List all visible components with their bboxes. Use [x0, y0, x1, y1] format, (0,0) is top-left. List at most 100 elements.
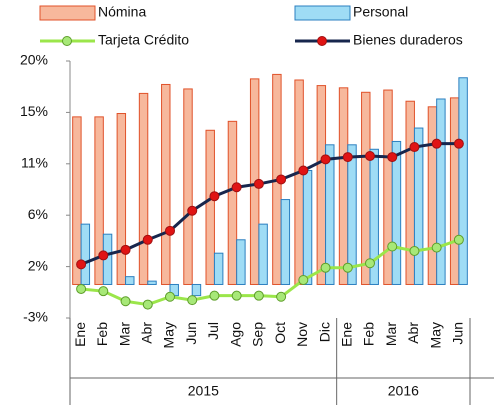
bar: [227, 120, 238, 285]
marker: [365, 258, 375, 269]
bar: [316, 85, 327, 285]
x-tick-label: Feb: [94, 322, 110, 346]
bar: [405, 100, 415, 285]
marker: [409, 142, 420, 153]
y-tick-label: -3%: [23, 309, 48, 325]
y-tick-label: 6%: [28, 206, 48, 222]
x-tick-label: Dic: [316, 322, 332, 342]
x-tick-label: Mar: [383, 322, 399, 346]
bar: [338, 87, 349, 285]
bar: [427, 106, 438, 285]
marker: [253, 290, 264, 301]
group-label: 2016: [388, 383, 419, 399]
x-tick-label: Nov: [294, 322, 310, 347]
y-tick-label: 20%: [20, 52, 48, 68]
marker: [187, 295, 198, 306]
bar: [391, 140, 402, 285]
legend-swatch: [294, 5, 351, 21]
y-tick-label: 11%: [21, 155, 48, 171]
marker: [98, 286, 109, 297]
y-tick-label: 15%: [20, 103, 48, 119]
y-tick-label: 2%: [28, 257, 48, 273]
x-tick-label: Abr: [138, 322, 154, 344]
marker: [298, 275, 309, 286]
bar: [236, 239, 246, 285]
marker: [187, 205, 198, 216]
x-tick-label: Feb: [361, 322, 377, 346]
line: [80, 238, 460, 307]
legend-marker: [62, 36, 72, 46]
x-tick-label: Mar: [116, 322, 132, 346]
marker: [298, 165, 309, 176]
marker: [165, 225, 175, 236]
legend-label: Tarjeta Crédito: [98, 32, 189, 48]
bar: [436, 98, 446, 285]
marker: [209, 290, 220, 301]
x-tick-label: May: [427, 322, 443, 348]
marker: [431, 138, 442, 149]
bar: [183, 88, 193, 285]
x-tick-label: Abr: [405, 322, 421, 344]
legend-label: Personal: [353, 4, 408, 20]
legend-label: Bienes duraderos: [353, 32, 463, 48]
x-tick-label: Jul: [205, 322, 221, 340]
legend-marker: [317, 36, 327, 46]
bar: [258, 223, 268, 285]
bar: [125, 276, 135, 285]
marker: [231, 182, 242, 193]
marker: [320, 154, 331, 165]
marker: [253, 178, 264, 189]
line: [80, 142, 459, 266]
bar: [325, 144, 335, 285]
bar: [191, 283, 202, 297]
x-tick-label: Jun: [183, 322, 199, 345]
marker: [431, 242, 442, 253]
marker: [98, 250, 109, 261]
legend-swatch: [39, 5, 96, 21]
marker: [453, 234, 464, 245]
x-tick-label: Ene: [338, 322, 354, 347]
bar: [383, 89, 393, 285]
bar: [413, 127, 424, 285]
marker: [453, 138, 464, 149]
marker: [142, 234, 153, 245]
bar: [347, 144, 357, 285]
bar: [147, 280, 157, 285]
marker: [76, 259, 87, 270]
bar: [302, 170, 313, 285]
marker: [409, 245, 420, 256]
bar: [458, 77, 468, 285]
marker: [342, 262, 353, 273]
bar: [94, 116, 104, 285]
legend-label: Nómina: [98, 4, 146, 20]
bar: [213, 252, 224, 285]
marker: [120, 296, 131, 307]
marker: [165, 291, 175, 302]
marker: [142, 299, 153, 310]
marker: [120, 244, 131, 255]
marker: [209, 191, 220, 202]
x-tick-label: Ene: [72, 322, 88, 347]
bar: [161, 83, 171, 285]
bar: [369, 148, 379, 285]
bar: [116, 113, 127, 285]
marker: [231, 290, 242, 301]
marker: [320, 262, 331, 273]
x-tick-label: Ago: [227, 322, 243, 347]
bar: [138, 92, 149, 285]
x-tick-label: Jun: [450, 322, 466, 345]
bar: [280, 199, 291, 285]
x-tick-label: Oct: [272, 322, 288, 344]
marker: [276, 174, 287, 185]
bar: [205, 129, 215, 285]
marker: [276, 291, 287, 302]
marker: [387, 152, 398, 163]
bar: [449, 97, 460, 285]
bar: [361, 91, 371, 285]
bar: [294, 79, 304, 285]
marker: [387, 241, 398, 252]
marker: [365, 150, 375, 161]
bar: [72, 116, 82, 285]
x-tick-label: May: [161, 322, 177, 348]
